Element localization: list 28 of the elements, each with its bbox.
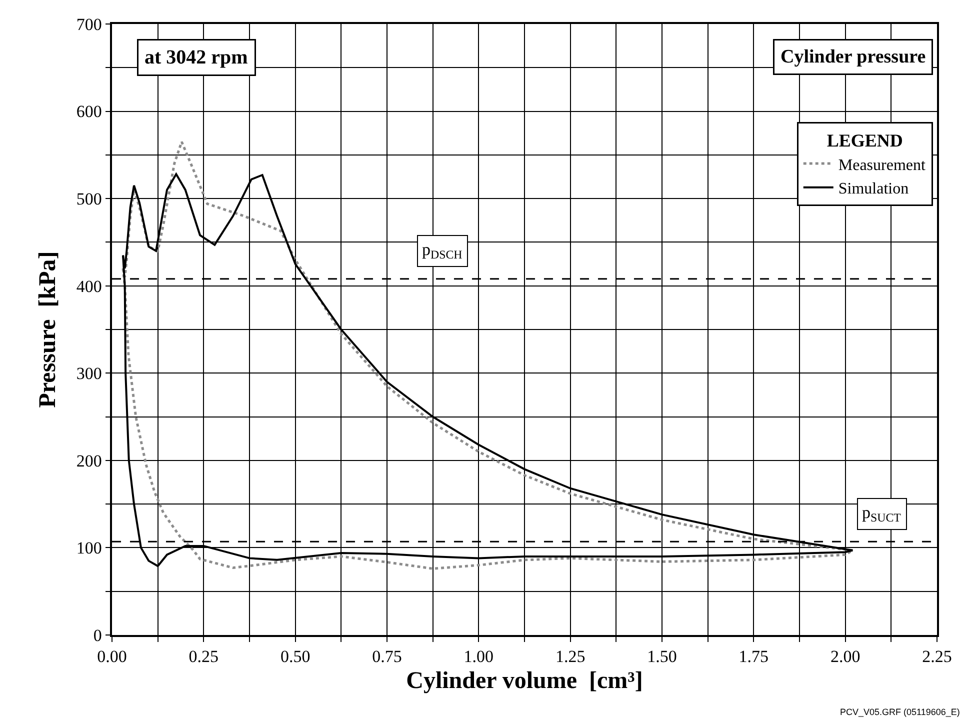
x-tick-label: 1.25 xyxy=(555,647,586,666)
y-tick-label: 100 xyxy=(76,538,102,558)
x-tick-label: 2.25 xyxy=(922,647,952,666)
y-tick-label: 300 xyxy=(76,364,102,384)
y-tick-label: 500 xyxy=(76,190,102,209)
y-tick-label: 0 xyxy=(93,626,102,645)
x-tick-label: 1.50 xyxy=(647,647,677,666)
legend-label: Simulation xyxy=(838,180,909,198)
legend-label: Measurement xyxy=(838,156,926,174)
x-tick-label: 0.50 xyxy=(280,647,310,666)
x-axis-title: Cylinder volume [cm³] xyxy=(406,668,643,694)
x-tick-label: 0.25 xyxy=(188,647,219,666)
x-tick-label: 1.75 xyxy=(738,647,769,666)
text: PCV_V05.GRF (05119606_E) xyxy=(840,707,960,717)
annotation: Cylinder pressure xyxy=(780,46,926,68)
x-tick-label: 0.00 xyxy=(97,647,127,666)
text: at 3042 rpm xyxy=(144,46,248,68)
y-tick-label: 700 xyxy=(76,14,102,34)
y-axis-title: Pressure [kPa] xyxy=(34,251,61,408)
y-tick-label: 600 xyxy=(76,102,102,122)
ref-line-label: p$_{DSCH}$ xyxy=(422,240,463,262)
x-tick-label: 1.00 xyxy=(464,647,494,666)
y-tick-label: 200 xyxy=(76,451,102,470)
ref-line-label: p$_{SUCT}$ xyxy=(862,503,902,525)
x-tick-label: 0.75 xyxy=(372,647,402,666)
x-tick-label: 2.00 xyxy=(830,647,860,666)
y-tick-label: 400 xyxy=(76,276,102,296)
legend-title: LEGEND xyxy=(826,130,903,151)
